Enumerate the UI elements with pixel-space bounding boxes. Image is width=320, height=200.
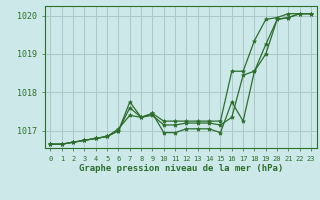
X-axis label: Graphe pression niveau de la mer (hPa): Graphe pression niveau de la mer (hPa): [79, 164, 283, 173]
